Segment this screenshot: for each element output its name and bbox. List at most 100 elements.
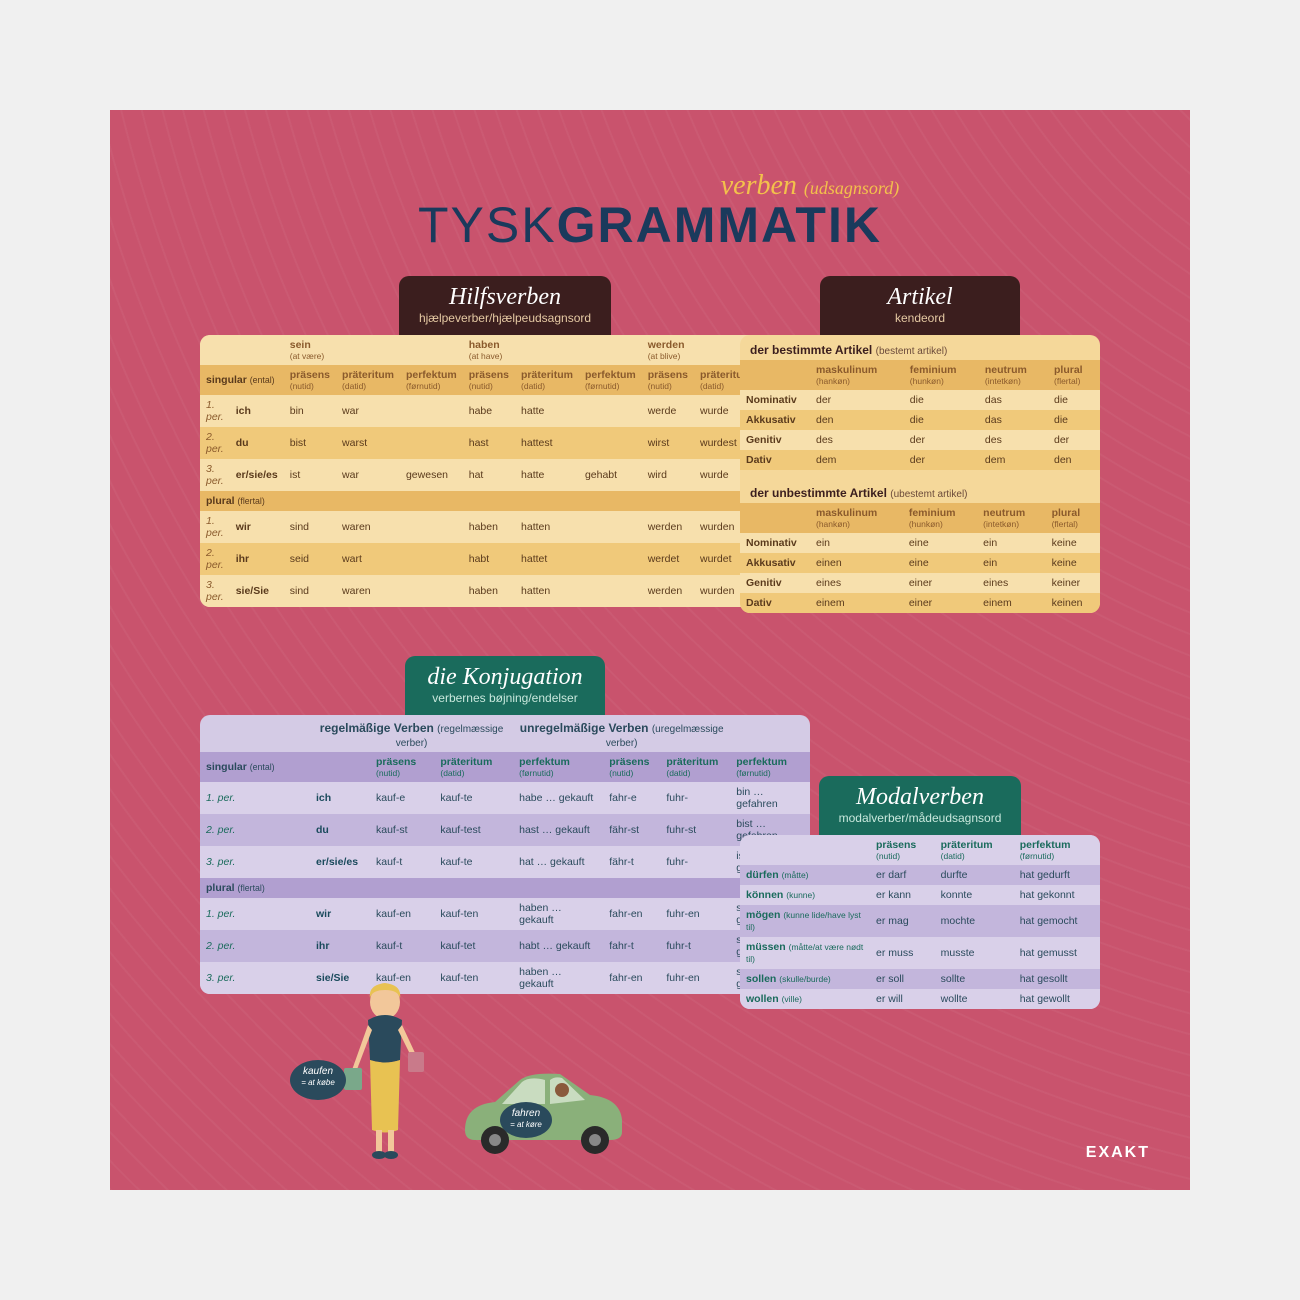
main-title: TYSKGRAMMATIK — [160, 196, 1140, 254]
car-icon: fahren = at køre — [450, 1060, 630, 1160]
t3: präsens — [469, 369, 509, 381]
mt1s: (datid) — [941, 851, 1008, 861]
table-row: 3. per.er/sie/esistwargewesenhathattegeh… — [200, 459, 810, 491]
verb-sein: sein — [290, 339, 311, 351]
tag-sub: (udsagnsord) — [804, 178, 899, 198]
mt2s: (førnutid) — [1020, 851, 1094, 861]
bubble-fahren-t: fahren — [512, 1108, 540, 1119]
table-row: 2. per.dukauf-stkauf-testhast … gekauftf… — [200, 814, 810, 846]
bc2: neutrum — [983, 507, 1025, 519]
table-row: 2. per.ihrkauf-tkauf-tethabt … gekauftfa… — [200, 930, 810, 962]
verb-sein-trans: (at være) — [290, 351, 457, 361]
bc1: feminium — [909, 507, 956, 519]
def-head: der bestimmte Artikel (bestemt artikel) — [740, 335, 1100, 360]
table-row: 1. per.ichkauf-ekauf-tehabe … gekauftfah… — [200, 782, 810, 814]
t6: präsens — [648, 369, 688, 381]
kt3s: (nutid) — [609, 768, 654, 778]
bubble-kaufen-s: = at købe — [301, 1078, 335, 1087]
table-row: 3. per.sie/Siesindwarenhabenhattenwerden… — [200, 575, 810, 607]
table-row: wollen (ville)er willwolltehat gewollt — [740, 989, 1100, 1009]
bubble-kaufen-t: kaufen — [303, 1066, 333, 1077]
modal-table: präsens(nutid) präteritum(datid) perfekt… — [740, 835, 1100, 1009]
konj-headers: regelmäßige Verben (regelmæssige verber)… — [200, 715, 810, 994]
konj-tab: die Konjugation verbernes bøjning/endels… — [405, 656, 605, 715]
def-t: der bestimmte Artikel — [750, 343, 872, 357]
kt1s: (datid) — [440, 768, 507, 778]
konj-panel: regelmäßige Verben (regelmæssige verber)… — [200, 715, 810, 994]
section-plural: plural (flertal) — [200, 491, 810, 511]
kt0: präsens — [376, 756, 416, 768]
kt2s: (førnutid) — [519, 768, 597, 778]
pl-label: plural — [206, 495, 235, 507]
t5s: (førnutid) — [585, 381, 636, 391]
hilfs-tab: Hilfsverben hjælpeverber/hjælpeudsagnsor… — [399, 276, 611, 335]
t4s: (datid) — [521, 381, 573, 391]
table-row: Genitiveineseinereineskeiner — [740, 573, 1100, 593]
sg-label: singular — [206, 374, 247, 386]
table-row: 1. per.wirsindwarenhabenhattenwerdenwurd… — [200, 511, 810, 543]
modal-card: Modalverben modalverber/mådeudsagnsord p… — [740, 776, 1100, 1009]
brand: EXAKT — [1086, 1144, 1150, 1162]
kpls: (flertal) — [238, 883, 265, 893]
ac3: plural — [1054, 364, 1083, 376]
artikel-panel: der bestimmte Artikel (bestemt artikel) … — [740, 335, 1100, 613]
kt3: präsens — [609, 756, 649, 768]
table-row: Genitivdesderdesder — [740, 430, 1100, 450]
ac3s: (flertal) — [1054, 376, 1094, 386]
table-row: Dativdemderdemden — [740, 450, 1100, 470]
title-thin: TYSK — [418, 197, 557, 253]
bubble-kaufen: kaufen = at købe — [290, 1060, 346, 1100]
ksg: singular — [206, 761, 247, 773]
poster: verben (udsagnsord) TYSKGRAMMATIK Hilfsv… — [110, 110, 1190, 1190]
kt1: präteritum — [440, 756, 492, 768]
ac2s: (intetkøn) — [985, 376, 1042, 386]
t5: perfektum — [585, 369, 636, 381]
verb-werden: werden — [648, 339, 685, 351]
konj-title: die Konjugation — [425, 664, 585, 691]
sg-sub: (ental) — [250, 375, 275, 385]
indef-s: (ubestemt artikel) — [890, 489, 967, 500]
mt0s: (nutid) — [876, 851, 929, 861]
bc3: plural — [1052, 507, 1081, 519]
kt5: perfektum — [736, 756, 787, 768]
bc0s: (hankøn) — [816, 519, 897, 529]
artikel-sub: kendeord — [840, 311, 1000, 325]
konjugation-card: die Konjugation verbernes bøjning/endels… — [200, 656, 810, 994]
table-row: 2. per.dubistwarsthasthattestwirstwurdes… — [200, 427, 810, 459]
table-row: Dativeinemeinereinemkeinen — [740, 593, 1100, 613]
woman-icon: kaufen = at købe — [340, 980, 430, 1160]
title-bold: GRAMMATIK — [557, 197, 882, 253]
ac2: neutrum — [985, 364, 1027, 376]
artikel-card: Artikel kendeord der bestimmte Artikel (… — [740, 276, 1100, 613]
table-row: Nominativderdiedasdie — [740, 390, 1100, 410]
kt4: präteritum — [666, 756, 718, 768]
ac0: maskulinum — [816, 364, 877, 376]
bc1s: (hunkøn) — [909, 519, 971, 529]
t3s: (nutid) — [469, 381, 509, 391]
indef-table: maskulinum(hankøn) feminium(hunkøn) neut… — [740, 503, 1100, 613]
bc0: maskulinum — [816, 507, 877, 519]
bc2s: (intetkøn) — [983, 519, 1039, 529]
konj-sub: verbernes bøjning/endelser — [425, 691, 585, 705]
bc3s: (flertal) — [1052, 519, 1094, 529]
table-row: Akkusativdendiedasdie — [740, 410, 1100, 430]
table-row: sollen (skulle/burde)er sollsolltehat ge… — [740, 969, 1100, 989]
header: verben (udsagnsord) TYSKGRAMMATIK — [160, 170, 1140, 254]
verb-haben: haben — [469, 339, 500, 351]
kpl: plural — [206, 882, 235, 894]
mt0: präsens — [876, 839, 916, 851]
ac1: feminium — [910, 364, 957, 376]
kt2: perfektum — [519, 756, 570, 768]
table-row: 2. per.ihrseidwarthabthattetwerdetwurdet — [200, 543, 810, 575]
table-row: können (kunne)er kannkonntehat gekonnt — [740, 885, 1100, 905]
verb-haben-trans: (at have) — [469, 351, 636, 361]
artikel-tab: Artikel kendeord — [820, 276, 1020, 335]
t4: präteritum — [521, 369, 573, 381]
section-singular: singular (ental) präsens(nutid) präterit… — [200, 365, 810, 395]
table-row: Akkusativeineneineeinkeine — [740, 553, 1100, 573]
def-s: (bestemt artikel) — [876, 346, 948, 357]
mt2: perfektum — [1020, 839, 1071, 851]
hilfs-panel: sein(at være) haben(at have) werden(at b… — [200, 335, 810, 607]
t0: präsens — [290, 369, 330, 381]
ac0s: (hankøn) — [816, 376, 898, 386]
